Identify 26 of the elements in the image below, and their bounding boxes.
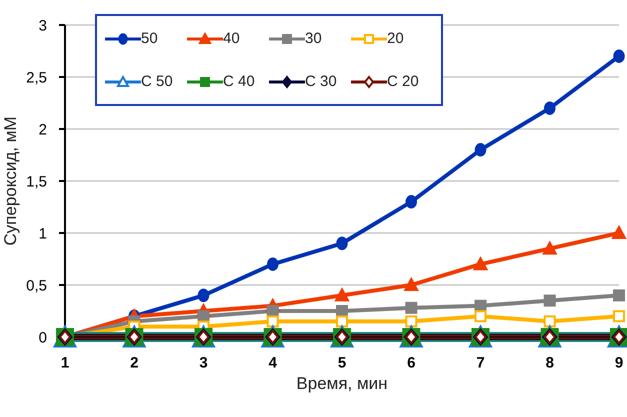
legend-label: С 50 [141,73,173,90]
x-tick-label: 7 [476,354,485,372]
y-tick-label: 0 [38,329,47,346]
x-tick-label: 5 [338,354,346,372]
legend-label: 30 [305,30,322,47]
x-tick-label: 6 [407,354,416,372]
legend-label: С 40 [223,73,255,90]
x-tick-label: 9 [614,354,624,372]
x-tick-label: 8 [546,354,554,372]
y-tick-label: 1,5 [26,173,47,190]
x-tick-label: 2 [130,354,138,372]
y-tick-label: 0,5 [26,277,47,294]
x-tick-label: 4 [268,354,278,372]
y-tick-label: 2,5 [26,69,47,86]
legend-label: С 20 [387,73,419,90]
y-axis-title: Супероксид, мМ [1,116,20,246]
legend-label: 40 [223,30,240,47]
y-tick-label: 3 [38,17,47,34]
x-tick-label: 3 [199,354,208,372]
x-tick-label: 1 [60,354,70,372]
legend-label: 50 [141,30,158,47]
y-tick-label: 2 [38,121,47,138]
legend-label: 20 [387,30,404,47]
legend-label: С 30 [305,73,337,90]
y-tick-label: 1 [38,225,47,242]
x-axis-title: Время, мин [296,374,388,393]
